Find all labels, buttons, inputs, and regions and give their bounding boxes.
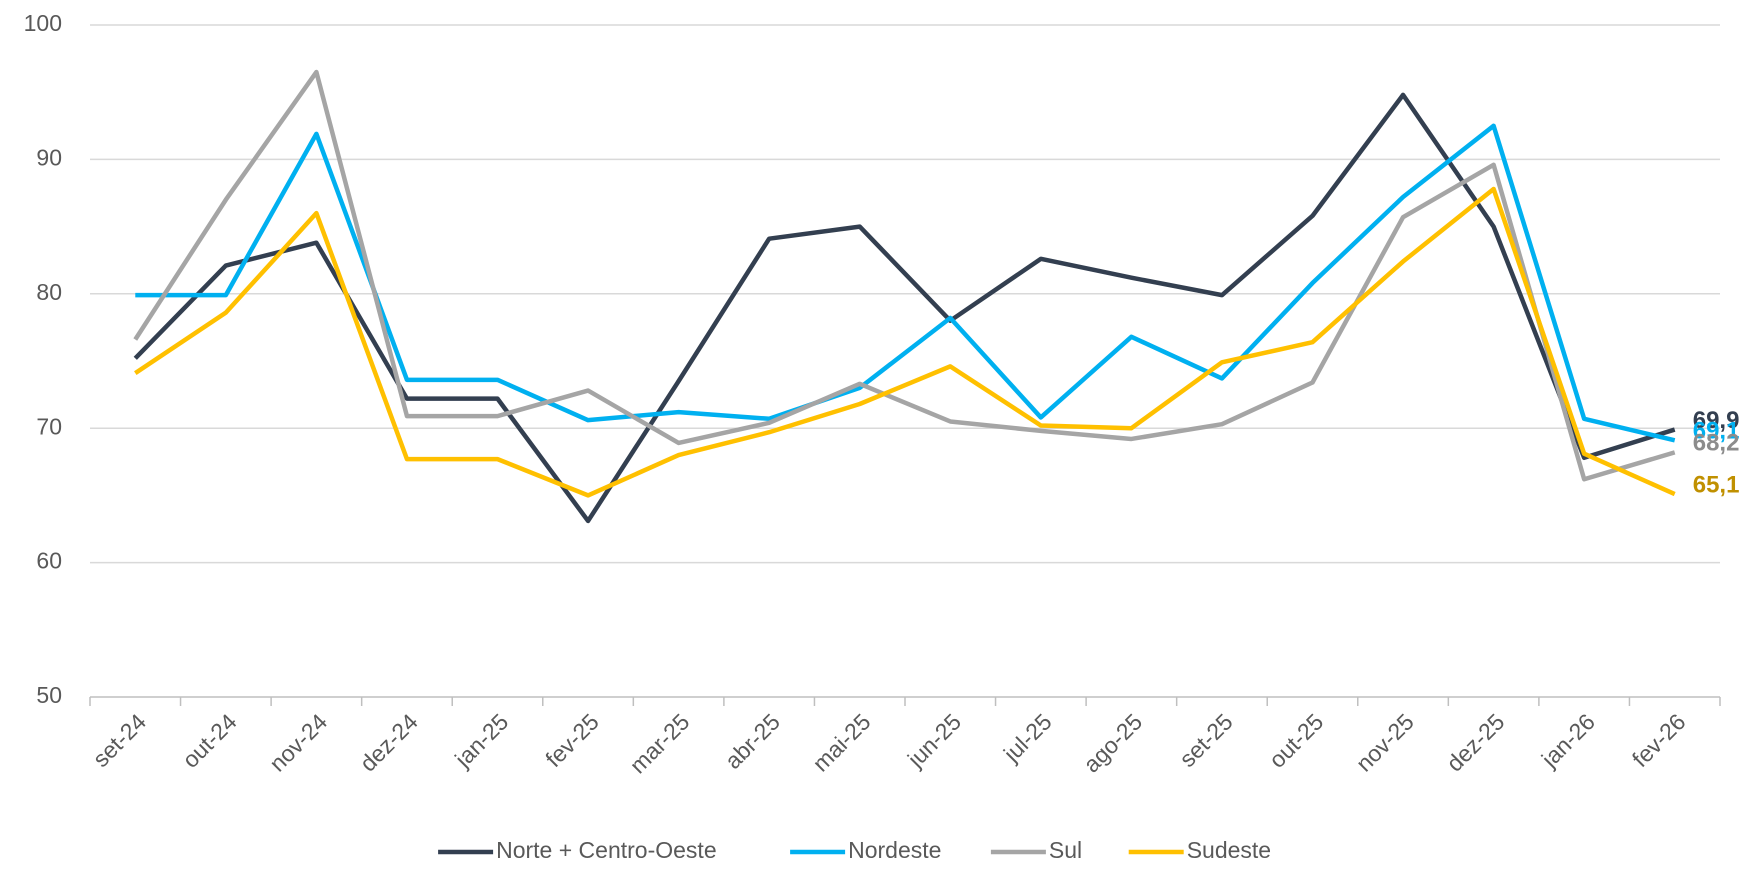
x-tick-label: set-24 [88,708,152,772]
x-tick-label: jun-25 [902,708,966,772]
x-tick-label: nov-25 [1351,708,1419,776]
data-label: 68,2 [1693,430,1740,457]
x-tick-label: mai-25 [807,708,875,776]
x-tick-label: mar-25 [625,708,695,778]
data-label: 65,1 [1693,471,1740,498]
x-tick-label: set-25 [1174,708,1238,772]
y-tick-label: 70 [36,413,62,439]
series-line [134,186,1676,498]
x-tick-label: dez-24 [355,708,423,776]
x-tick-label: dez-25 [1441,708,1509,776]
series-line [133,92,1676,524]
y-tick-label: 60 [36,548,62,574]
legend-label: Sudeste [1187,837,1271,863]
x-tick-label: jul-25 [998,708,1057,767]
x-tick-label: ago-25 [1078,708,1147,777]
x-tick-label: fev-26 [1627,708,1691,772]
series-line [135,123,1676,443]
legend-label: Sul [1049,837,1082,863]
x-tick-label: jan-26 [1536,708,1600,772]
data-label: 69,9 [1693,407,1740,434]
x-tick-label: nov-24 [264,708,332,776]
data-label: 69,1 [1693,418,1740,445]
y-tick-label: 90 [36,144,62,170]
x-tick-label: out-24 [177,708,242,773]
series-line [133,69,1676,482]
y-tick-label: 80 [36,279,62,305]
x-tick-label: abr-25 [720,708,785,773]
legend-label: Nordeste [848,837,941,863]
x-tick-label: out-25 [1264,708,1329,773]
y-tick-label: 100 [24,10,62,36]
y-tick-label: 50 [36,682,62,708]
x-tick-label: jan-25 [449,708,513,772]
legend-label: Norte + Centro-Oeste [496,837,717,863]
x-tick-label: fev-25 [540,708,604,772]
